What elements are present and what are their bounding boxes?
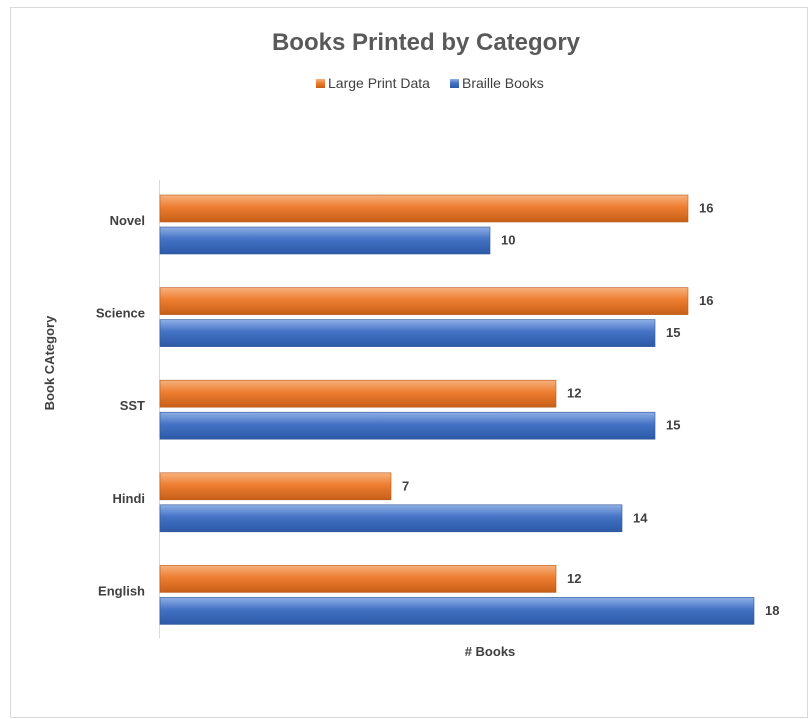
data-label-braille-books-hindi: 14: [633, 510, 648, 525]
category-label-hindi: Hindi: [113, 491, 146, 506]
category-label-english: English: [98, 583, 145, 598]
category-label-novel: Novel: [110, 213, 145, 228]
bar-large-print-data-sst: [159, 379, 557, 408]
category-label-sst: SST: [120, 398, 145, 413]
legend-swatch-braille: [450, 79, 459, 88]
data-label-braille-books-english: 18: [765, 603, 779, 618]
legend: Large Print Data Braille Books: [316, 75, 544, 91]
bar-large-print-data-novel: [159, 194, 689, 223]
bar-braille-books-sst: [159, 411, 656, 440]
bar-braille-books-novel: [159, 226, 491, 255]
x-axis-title: # Books: [465, 644, 516, 659]
data-label-large-print-data-novel: 16: [699, 201, 713, 216]
data-label-large-print-data-hindi: 7: [402, 478, 409, 493]
bar-braille-books-science: [159, 319, 656, 347]
data-label-large-print-data-science: 16: [699, 293, 713, 308]
chart-title: Books Printed by Category: [272, 29, 581, 56]
bar-large-print-data-science: [159, 287, 689, 315]
legend-swatch-large-print: [316, 79, 325, 88]
data-label-braille-books-sst: 15: [666, 418, 680, 433]
data-label-large-print-data-english: 12: [567, 571, 581, 586]
data-label-braille-books-science: 15: [666, 325, 680, 340]
bars: Novel 16 10 Science 16 15 SST 12 15 Hindi 7 14 Engli…: [96, 194, 779, 625]
category-label-science: Science: [96, 306, 145, 321]
bar-braille-books-hindi: [159, 504, 623, 533]
legend-label-large-print: Large Print Data: [328, 75, 430, 91]
data-label-braille-books-novel: 10: [501, 233, 515, 248]
legend-label-braille: Braille Books: [462, 75, 544, 91]
bar-large-print-data-hindi: [159, 472, 392, 501]
bar-braille-books-english: [159, 597, 755, 625]
data-label-large-print-data-sst: 12: [567, 386, 581, 401]
y-axis-title: Book CAtegory: [42, 315, 57, 410]
bar-large-print-data-english: [159, 565, 557, 593]
